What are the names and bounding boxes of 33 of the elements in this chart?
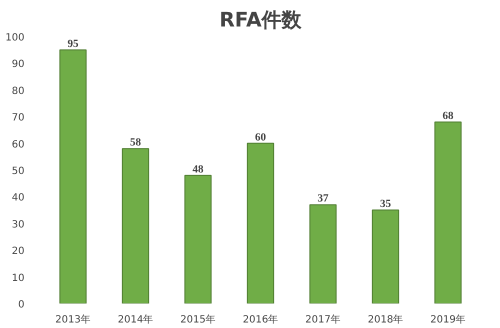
bar	[184, 174, 212, 304]
data-label: 58	[130, 136, 142, 149]
y-tick-label: 40	[12, 192, 25, 204]
y-tick-label: 60	[12, 139, 25, 150]
y-tick-label: 10	[12, 272, 25, 284]
x-tick-label: 2013年	[55, 314, 91, 326]
x-tick-label: 2014年	[118, 314, 154, 326]
data-label: 35	[380, 198, 392, 210]
y-tick-label: 80	[12, 86, 25, 97]
data-label: 68	[442, 110, 454, 122]
x-tick-label: 2018年	[368, 314, 404, 326]
x-tick-label: 2019年	[430, 314, 466, 326]
x-tick-label: 2015年	[180, 314, 216, 326]
bar	[309, 204, 337, 304]
bar	[434, 121, 462, 304]
bar	[372, 210, 400, 304]
bar	[122, 148, 150, 304]
y-tick-label: 50	[12, 166, 25, 177]
y-tick-label: 90	[12, 59, 25, 70]
y-tick-label: 30	[12, 219, 25, 230]
data-label: 37	[318, 192, 329, 205]
data-label: 60	[255, 131, 266, 144]
data-label: 48	[192, 163, 204, 176]
data-label: 95	[68, 38, 79, 50]
y-tick-label: 100	[5, 32, 25, 44]
y-tick-label: 20	[12, 246, 25, 258]
bar	[59, 49, 87, 304]
x-tick-label: 2017年	[305, 314, 341, 326]
y-tick-label: 70	[12, 112, 25, 124]
x-tick-label: 2016年	[242, 314, 278, 326]
chart-title: RFA件数	[219, 8, 303, 32]
y-tick-label: 0	[18, 300, 25, 310]
bar	[246, 142, 274, 304]
